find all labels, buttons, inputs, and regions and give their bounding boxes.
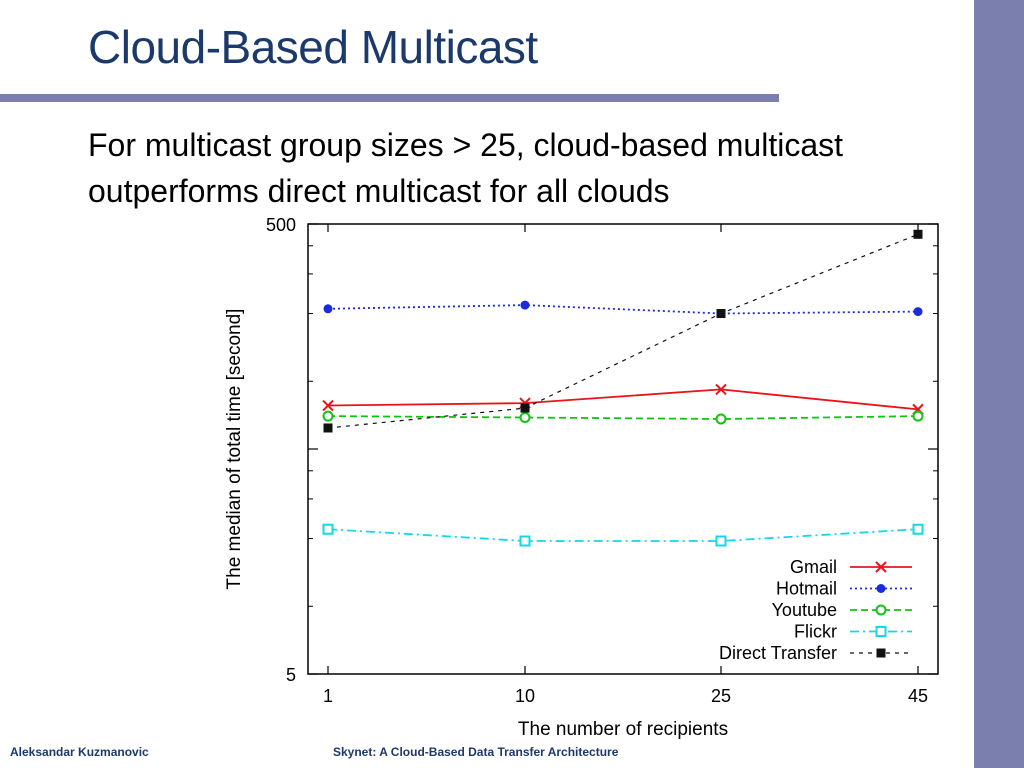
point-hotmail-45 (913, 307, 923, 317)
legend-label-flickr: Flickr (794, 622, 837, 642)
series-youtube (322, 410, 924, 425)
point-gmail-25 (715, 383, 727, 396)
y-tick-labels: 5 500 (266, 215, 296, 685)
footer-author: Aleksandar Kuzmanovic (10, 745, 149, 759)
x-tick-label-1: 1 (323, 686, 333, 706)
legend-label-hotmail: Hotmail (776, 579, 837, 599)
series-gmail (322, 383, 924, 416)
legend-marker-gmail (875, 561, 887, 573)
y-tick-label-5: 5 (286, 665, 296, 685)
title-rule (0, 94, 779, 102)
legend-marker-flickr (875, 626, 887, 637)
point-direct-transfer-25 (716, 309, 726, 319)
legend-marker-youtube (875, 604, 887, 616)
series-hotmail (323, 300, 923, 319)
legend-marker-direct-transfer (876, 648, 886, 658)
point-youtube-45 (912, 410, 924, 422)
point-hotmail-10 (520, 300, 530, 310)
point-flickr-25 (715, 535, 727, 547)
x-tick-label-10: 10 (515, 686, 535, 706)
slide-title: Cloud-Based Multicast (88, 21, 538, 73)
series-flickr (322, 523, 924, 547)
series-line-direct-transfer (327, 233, 919, 429)
series-line-hotmail (327, 304, 919, 315)
legend-label-gmail: Gmail (790, 557, 837, 577)
point-gmail-1 (322, 399, 334, 412)
x-tick-label-45: 45 (908, 686, 928, 706)
point-flickr-45 (912, 523, 924, 535)
series-line-gmail (327, 388, 919, 411)
line-chart: 1 10 25 45 5 500 The number of recipients Th… (224, 215, 939, 740)
point-flickr-10 (519, 535, 531, 547)
x-tick-labels: 1 10 25 45 (323, 686, 928, 706)
series-layer (322, 229, 924, 547)
point-hotmail-1 (323, 304, 333, 314)
point-youtube-10 (519, 412, 531, 424)
legend-label-direct-transfer: Direct Transfer (719, 643, 837, 663)
y-axis-label: The median of total time [second] (224, 309, 245, 590)
series-direct-transfer (323, 229, 923, 433)
y-tick-label-500: 500 (266, 215, 296, 235)
x-axis-label: The number of recipients (518, 719, 728, 740)
series-line-youtube (327, 415, 919, 420)
point-flickr-1 (322, 523, 334, 535)
series-line-flickr (327, 528, 919, 542)
legend-label-youtube: Youtube (772, 600, 837, 620)
x-tick-label-25: 25 (711, 686, 731, 706)
point-direct-transfer-45 (913, 229, 923, 239)
plot-frame (307, 223, 939, 675)
sidebar-accent (974, 0, 1024, 768)
slide-body-text: For multicast group sizes > 25, cloud-ba… (88, 127, 843, 209)
axis-ticks (308, 223, 938, 675)
point-youtube-25 (715, 413, 727, 425)
point-direct-transfer-10 (520, 403, 530, 413)
point-direct-transfer-1 (323, 423, 333, 433)
footer-presentation-title: Skynet: A Cloud-Based Data Transfer Arch… (333, 745, 619, 759)
point-youtube-1 (322, 410, 334, 422)
legend-marker-hotmail (876, 584, 886, 593)
